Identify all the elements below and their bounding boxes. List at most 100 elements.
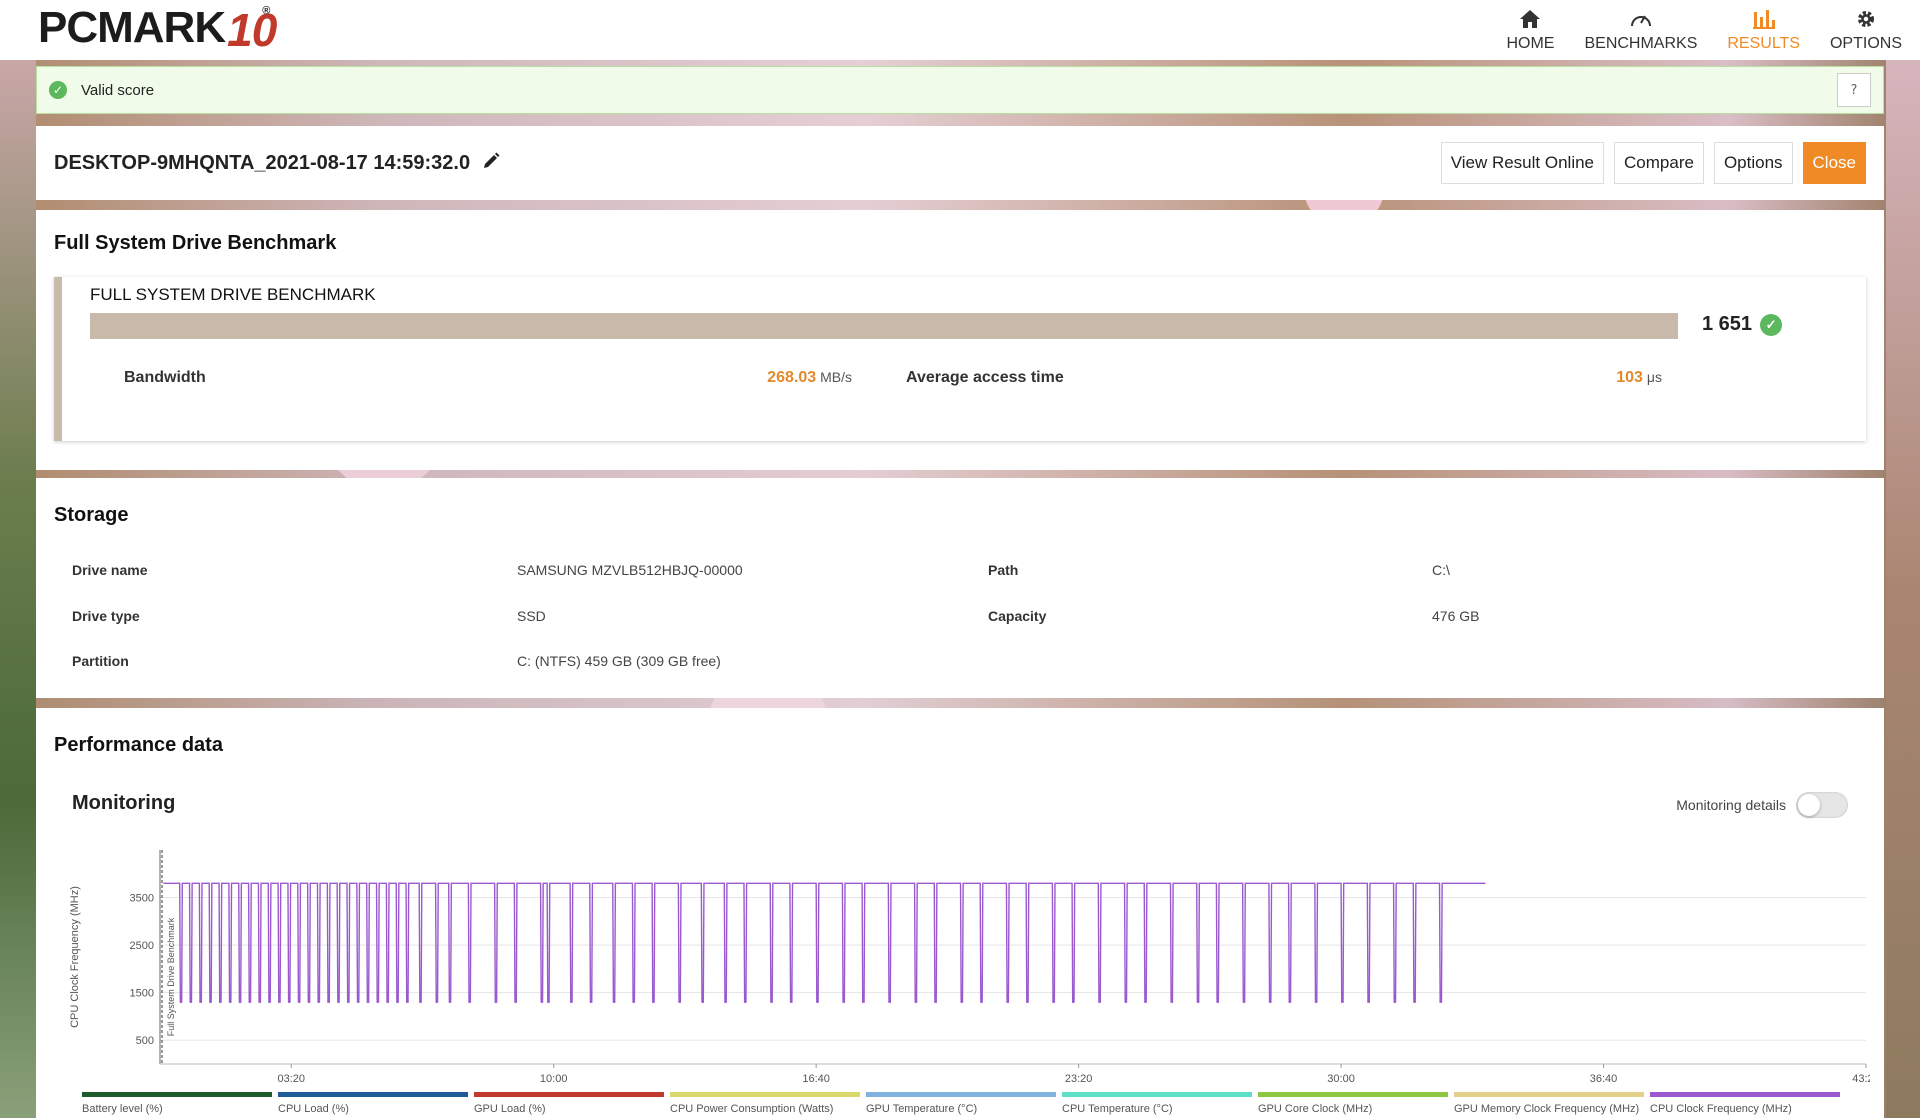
score-bar-fill bbox=[90, 313, 1678, 339]
y-tick-label: 1500 bbox=[130, 988, 154, 1000]
legend-swatch bbox=[278, 1092, 468, 1097]
check-circle-icon: ✓ bbox=[1760, 313, 1783, 336]
access-time-value: 103 μs bbox=[1512, 369, 1662, 387]
score-bar bbox=[90, 313, 1678, 339]
legend-item[interactable]: GPU Load (%) bbox=[474, 1092, 664, 1115]
access-time-label: Average access time bbox=[906, 369, 1064, 386]
monitoring-details-toggle[interactable] bbox=[1796, 792, 1848, 818]
pcmark-logo: PCMARK 10 ® bbox=[38, 3, 277, 57]
check-circle-icon: ✓ bbox=[49, 81, 67, 99]
drive-type-value: SSD bbox=[517, 608, 546, 624]
close-button[interactable]: Close bbox=[1802, 142, 1866, 184]
y-tick-label: 3500 bbox=[130, 893, 154, 905]
edit-pencil-icon[interactable] bbox=[482, 151, 500, 175]
options-button[interactable]: Options bbox=[1713, 142, 1793, 184]
legend-item[interactable]: CPU Power Consumption (Watts) bbox=[670, 1092, 860, 1115]
monitoring-details-label: Monitoring details bbox=[1676, 797, 1786, 813]
legend-item[interactable]: CPU Load (%) bbox=[278, 1092, 468, 1115]
drive-name-value: SAMSUNG MZVLB512HBJQ-00000 bbox=[517, 562, 743, 578]
view-result-online-button[interactable]: View Result Online bbox=[1440, 142, 1605, 184]
logo-text: PCMARK bbox=[38, 3, 226, 52]
valid-score-banner: ✓ Valid score ? bbox=[36, 66, 1884, 114]
x-tick-label: 03:20 bbox=[277, 1073, 305, 1085]
x-tick-label: 30:00 bbox=[1327, 1073, 1355, 1085]
legend-label: GPU Temperature (°C) bbox=[866, 1103, 978, 1115]
legend-swatch bbox=[670, 1092, 860, 1097]
compare-button[interactable]: Compare bbox=[1614, 142, 1704, 184]
legend-label: CPU Temperature (°C) bbox=[1062, 1103, 1173, 1115]
monitoring-chart: 500 1500 2500 3500 03:20 10:00 16:40 23:20 30:00… bbox=[62, 838, 1880, 1118]
nav-benchmarks[interactable]: BENCHMARKS bbox=[1584, 7, 1697, 53]
background-tree-right bbox=[1886, 60, 1920, 1118]
legend-label: GPU Core Clock (MHz) bbox=[1258, 1103, 1373, 1115]
benchmark-card: Full System Drive Benchmark FULL SYSTEM … bbox=[36, 210, 1884, 470]
storage-section-title: Storage bbox=[54, 504, 129, 526]
result-title: DESKTOP-9MHQNTA_2021-08-17 14:59:32.0 bbox=[54, 151, 471, 174]
x-tick-label: 36:40 bbox=[1590, 1073, 1618, 1085]
legend-swatch bbox=[1650, 1092, 1840, 1097]
legend-item[interactable]: GPU Memory Clock Frequency (MHz) bbox=[1454, 1092, 1644, 1115]
partition-label: Partition bbox=[72, 653, 129, 669]
benchmark-score-panel: FULL SYSTEM DRIVE BENCHMARK 1 651 ✓ Band… bbox=[54, 277, 1866, 441]
bandwidth-number: 268.03 bbox=[767, 369, 817, 386]
legend-item[interactable]: Battery level (%) bbox=[82, 1092, 272, 1115]
legend-label: GPU Memory Clock Frequency (MHz) bbox=[1454, 1103, 1640, 1115]
result-title-card: DESKTOP-9MHQNTA_2021-08-17 14:59:32.0 Vi… bbox=[36, 126, 1884, 200]
legend-swatch bbox=[82, 1092, 272, 1097]
legend-swatch bbox=[474, 1092, 664, 1097]
nav-home[interactable]: HOME bbox=[1506, 7, 1554, 53]
access-time-number: 103 bbox=[1616, 369, 1643, 386]
help-button[interactable]: ? bbox=[1837, 73, 1871, 107]
main-nav: HOME BENCHMARKS RESULTS OPTIONS bbox=[1506, 0, 1902, 60]
legend-swatch bbox=[1062, 1092, 1252, 1097]
chart-legend: Battery level (%) CPU Load (%) GPU Load (%… bbox=[82, 1092, 1840, 1115]
path-value: C:\ bbox=[1432, 562, 1450, 578]
x-tick-label: 23:20 bbox=[1065, 1073, 1093, 1085]
y-tick-label: 500 bbox=[136, 1035, 154, 1047]
bar-chart-icon bbox=[1751, 7, 1777, 31]
path-label: Path bbox=[988, 562, 1019, 578]
nav-results-label: RESULTS bbox=[1727, 35, 1800, 52]
nav-results[interactable]: RESULTS bbox=[1727, 7, 1800, 53]
legend-item[interactable]: CPU Clock Frequency (MHz) bbox=[1650, 1092, 1840, 1115]
y-tick-label: 2500 bbox=[130, 940, 154, 952]
benchmark-marker-label: Full System Drive Benchmark bbox=[166, 917, 176, 1036]
capacity-value: 476 GB bbox=[1432, 608, 1480, 624]
performance-section-title: Performance data bbox=[54, 734, 223, 756]
home-icon bbox=[1517, 7, 1543, 31]
legend-label: CPU Power Consumption (Watts) bbox=[670, 1103, 834, 1115]
background-tree-left bbox=[0, 60, 36, 1118]
legend-item[interactable]: GPU Temperature (°C) bbox=[866, 1092, 1056, 1115]
score-display: 1 651 ✓ bbox=[1702, 313, 1783, 336]
capacity-label: Capacity bbox=[988, 608, 1047, 624]
legend-item[interactable]: CPU Temperature (°C) bbox=[1062, 1092, 1252, 1115]
nav-home-label: HOME bbox=[1506, 35, 1555, 52]
top-navigation-bar: PCMARK 10 ® HOME BENCHMARKS RESULTS bbox=[0, 0, 1920, 60]
access-time-unit: μs bbox=[1646, 369, 1662, 385]
benchmark-panel-title: FULL SYSTEM DRIVE BENCHMARK bbox=[90, 285, 376, 304]
legend-label: GPU Load (%) bbox=[474, 1103, 546, 1115]
logo-registered: ® bbox=[262, 5, 270, 17]
logo-ten: 10 bbox=[227, 4, 277, 56]
y-axis-label: CPU Clock Frequency (MHz) bbox=[69, 886, 81, 1028]
valid-score-text: Valid score bbox=[81, 81, 155, 99]
nav-options-label: OPTIONS bbox=[1829, 35, 1902, 52]
legend-label: Battery level (%) bbox=[82, 1103, 163, 1115]
legend-item[interactable]: GPU Core Clock (MHz) bbox=[1258, 1092, 1448, 1115]
drive-name-label: Drive name bbox=[72, 562, 148, 578]
monitoring-chart-svg: 500 1500 2500 3500 03:20 10:00 16:40 23:20 30:00… bbox=[69, 850, 1880, 1085]
bandwidth-value: 268.03 MB/s bbox=[702, 369, 852, 387]
nav-benchmarks-label: BENCHMARKS bbox=[1584, 35, 1698, 52]
bandwidth-label: Bandwidth bbox=[124, 369, 206, 386]
toggle-knob bbox=[1798, 794, 1820, 816]
x-tick-label: 16:40 bbox=[802, 1073, 830, 1085]
x-tick-label: 43:20 bbox=[1852, 1073, 1870, 1085]
storage-card: Storage Drive name SAMSUNG MZVLB512HBJQ-… bbox=[36, 478, 1884, 698]
gauge-icon bbox=[1628, 7, 1654, 31]
x-tick-label: 10:00 bbox=[540, 1073, 568, 1085]
nav-options[interactable]: OPTIONS bbox=[1830, 7, 1902, 53]
legend-swatch bbox=[1258, 1092, 1448, 1097]
drive-type-label: Drive type bbox=[72, 608, 140, 624]
series-cpu-clock-line bbox=[163, 882, 1486, 1003]
score-value: 1 651 bbox=[1702, 313, 1753, 335]
